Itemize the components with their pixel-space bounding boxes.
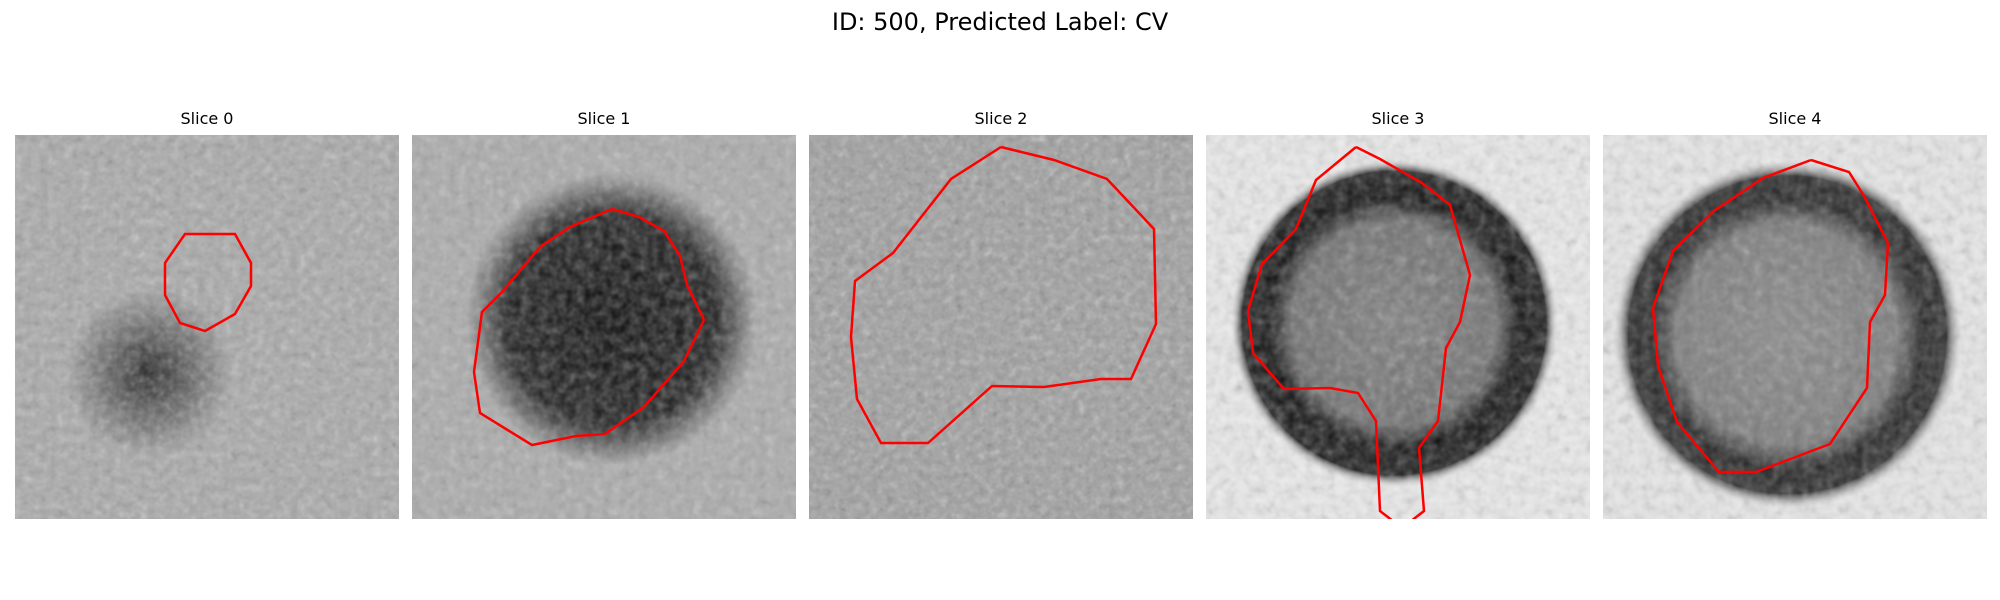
figure-title: ID: 500, Predicted Label: CV — [831, 8, 1169, 36]
slice-image-2 — [809, 135, 1193, 519]
slice-title-2: Slice 2 — [974, 109, 1028, 128]
contour-line-0 — [163, 232, 253, 333]
slice-title-4: Slice 4 — [1768, 109, 1822, 128]
slice-image-0 — [15, 135, 399, 519]
slice-title-3: Slice 3 — [1371, 109, 1425, 128]
contour-line-1 — [472, 207, 706, 447]
slice-image-3 — [1206, 135, 1590, 519]
contour-line-4 — [1651, 158, 1890, 474]
contour-line-3 — [1246, 145, 1472, 519]
slice-image-4 — [1603, 135, 1987, 519]
slice-title-1: Slice 1 — [577, 109, 631, 128]
slice-image-1 — [412, 135, 796, 519]
contour-line-2 — [849, 145, 1158, 445]
slice-title-0: Slice 0 — [180, 109, 234, 128]
